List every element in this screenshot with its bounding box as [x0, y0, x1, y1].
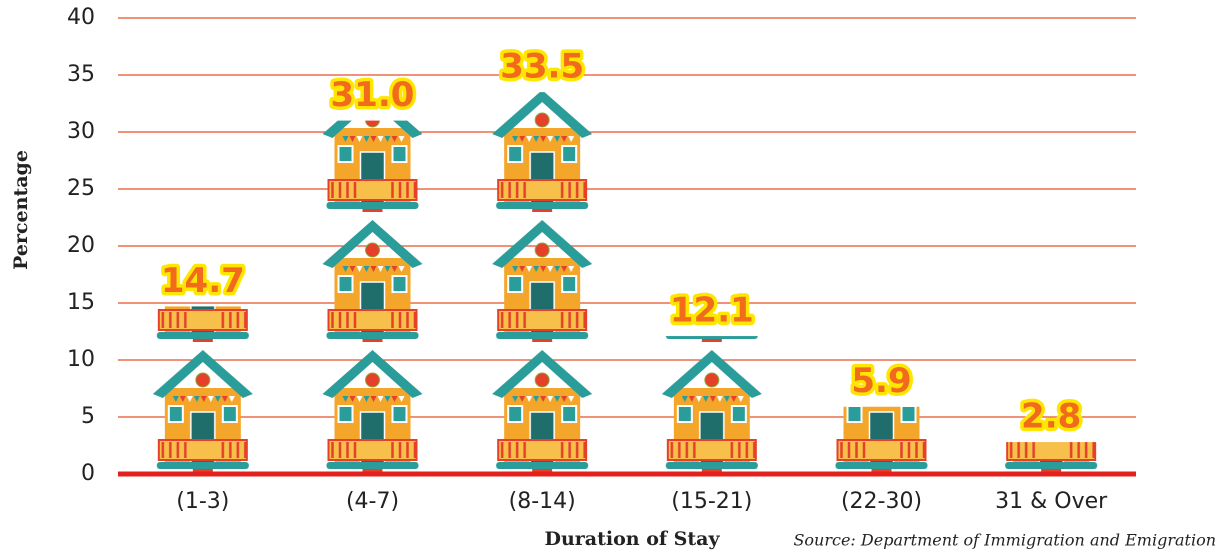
bar [999, 442, 1104, 474]
y-tick-label: 25 [67, 176, 95, 201]
source-note: Source: Department of Immigration and Em… [793, 531, 1216, 550]
x-axis-title: Duration of Stay [544, 528, 720, 550]
x-tick-label: (8-14) [509, 489, 576, 514]
value-label: 31.0 [331, 75, 415, 115]
value-label: 33.5 [500, 47, 584, 87]
y-tick-label: 30 [67, 119, 95, 144]
x-tick-label: 31 & Over [995, 489, 1108, 514]
value-label: 5.9 [851, 361, 911, 401]
bar [320, 120, 425, 474]
y-axis-title: Percentage [10, 150, 32, 270]
value-label: 14.7 [161, 261, 245, 301]
y-tick-label: 0 [81, 461, 95, 486]
value-label: 12.1 [670, 291, 754, 331]
y-tick-label: 35 [67, 62, 95, 87]
bar [490, 92, 595, 474]
x-tick-label: (15-21) [671, 489, 752, 514]
bar [829, 406, 934, 474]
bar [659, 336, 764, 474]
y-tick-label: 5 [81, 404, 95, 429]
y-tick-label: 20 [67, 233, 95, 258]
y-tick-label: 40 [67, 5, 95, 30]
bar [150, 306, 255, 474]
y-tick-label: 15 [67, 290, 95, 315]
x-tick-label: (1-3) [176, 489, 229, 514]
x-tick-label: (22-30) [841, 489, 922, 514]
x-tick-label: (4-7) [346, 489, 399, 514]
y-tick-label: 10 [67, 347, 95, 372]
value-label: 2.8 [1021, 397, 1081, 437]
